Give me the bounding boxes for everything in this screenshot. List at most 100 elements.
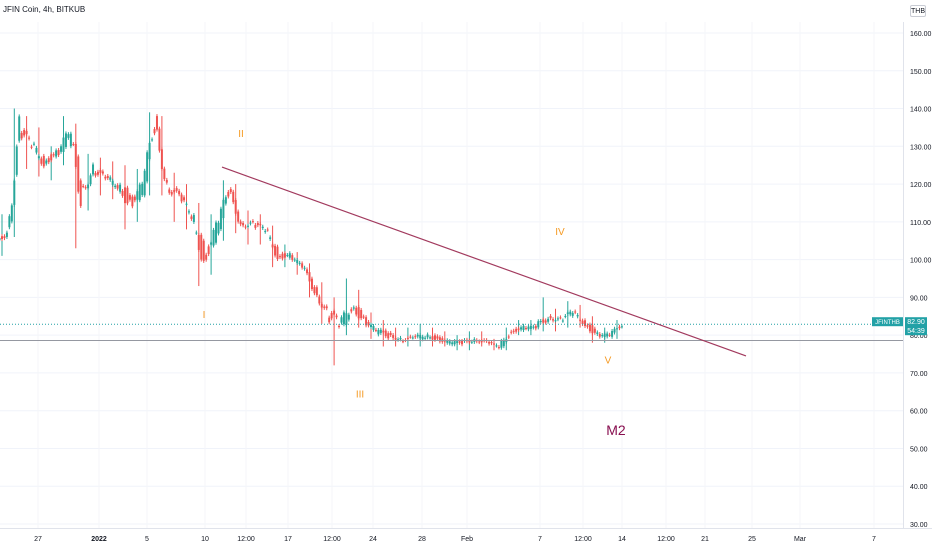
candle-body [227, 191, 230, 197]
candle-body [259, 224, 262, 226]
candle-body [588, 324, 591, 332]
candle-body [468, 340, 471, 343]
candle-body [389, 332, 392, 336]
candle-body [160, 149, 163, 170]
candle-body [601, 335, 604, 337]
candle-body [611, 331, 614, 337]
candle-body [72, 144, 75, 146]
candle-body [133, 196, 136, 201]
candle-body [10, 205, 13, 222]
candle-body [185, 203, 188, 205]
candle-body [362, 316, 365, 318]
candle-body [69, 133, 72, 147]
candle-body [106, 175, 109, 179]
candle-body [608, 334, 611, 336]
candle-body [335, 315, 338, 318]
candle-body [323, 306, 326, 308]
candle-body [138, 184, 141, 201]
candle-body [286, 255, 289, 257]
candle-body [613, 328, 616, 333]
candle-body [210, 242, 213, 245]
candle-body [170, 191, 173, 195]
trendline [221, 166, 747, 357]
candle-body [92, 164, 95, 175]
candle-body [232, 191, 235, 203]
candle-body [333, 310, 336, 315]
candle-body [153, 129, 156, 134]
candle-body [192, 215, 195, 222]
candle-body [131, 196, 134, 207]
y-tick-label: 90.00 [910, 295, 928, 302]
candle-body [306, 269, 309, 274]
candle-body [278, 256, 281, 258]
candle-body [421, 336, 424, 340]
candle-body [556, 318, 559, 320]
candle-body [576, 315, 579, 317]
candle-body [15, 146, 18, 175]
candle-body [338, 326, 341, 328]
candle-body [136, 191, 139, 200]
x-tick-label: 24 [369, 536, 377, 543]
candle-body [247, 225, 249, 227]
candle-body [584, 320, 587, 327]
symbol-title: JFIN Coin, 4h, BITKUB [3, 5, 86, 14]
candle-body [355, 307, 358, 315]
candle-body [598, 334, 601, 337]
candle-body [350, 309, 353, 312]
candle-body [202, 240, 205, 261]
candle-body [20, 132, 23, 139]
candle-body [256, 223, 259, 226]
candle-body [254, 225, 257, 228]
candle-body [67, 134, 70, 138]
candle-body [318, 296, 321, 304]
candle-body [180, 194, 183, 202]
candle-body [456, 341, 459, 343]
candle-body [308, 272, 311, 282]
x-tick-label: 7 [872, 536, 876, 543]
candle-body [527, 326, 530, 330]
candle-body [620, 326, 623, 328]
candle-body [244, 226, 247, 228]
x-tick-label: 12:00 [237, 536, 255, 543]
candle-body [212, 229, 215, 246]
candle-body [261, 226, 264, 228]
candle-body [274, 245, 277, 256]
candle-body [64, 133, 67, 147]
y-tick-label: 100.00 [910, 258, 932, 265]
currency-button[interactable]: THB [910, 5, 926, 17]
candle-body [431, 336, 434, 340]
candle-body [330, 312, 333, 319]
last-price-tag-bg [905, 317, 927, 336]
symbol-tag-label: JFINTHB [875, 320, 900, 326]
candle-body [291, 255, 294, 260]
candle-body [187, 211, 190, 213]
candle-body [104, 176, 107, 179]
y-tick-label: 40.00 [910, 484, 928, 491]
last-price-value: 82.90 [907, 319, 925, 326]
candle-body [28, 137, 31, 139]
candle-body [18, 116, 21, 141]
candle-body [1, 236, 3, 240]
candle-body [200, 234, 203, 260]
candle-body [561, 320, 564, 322]
candle-body [310, 278, 313, 290]
candle-body [458, 341, 461, 343]
candle-body [237, 211, 240, 222]
time-axis-divider [0, 528, 932, 529]
candle-body [552, 319, 555, 321]
candle-body [119, 184, 122, 192]
candle-body [529, 325, 532, 330]
x-tick-label: 27 [34, 536, 42, 543]
candle-body [128, 195, 131, 200]
candle-body [190, 216, 193, 219]
candle-body [522, 325, 525, 331]
candle-body [60, 146, 63, 152]
candle-body [579, 319, 582, 321]
candle-body [569, 311, 572, 315]
candle-body [116, 185, 119, 189]
candle-body [488, 341, 491, 344]
candle-body [559, 317, 562, 319]
candle-body [426, 334, 429, 338]
candle-body [30, 146, 33, 148]
